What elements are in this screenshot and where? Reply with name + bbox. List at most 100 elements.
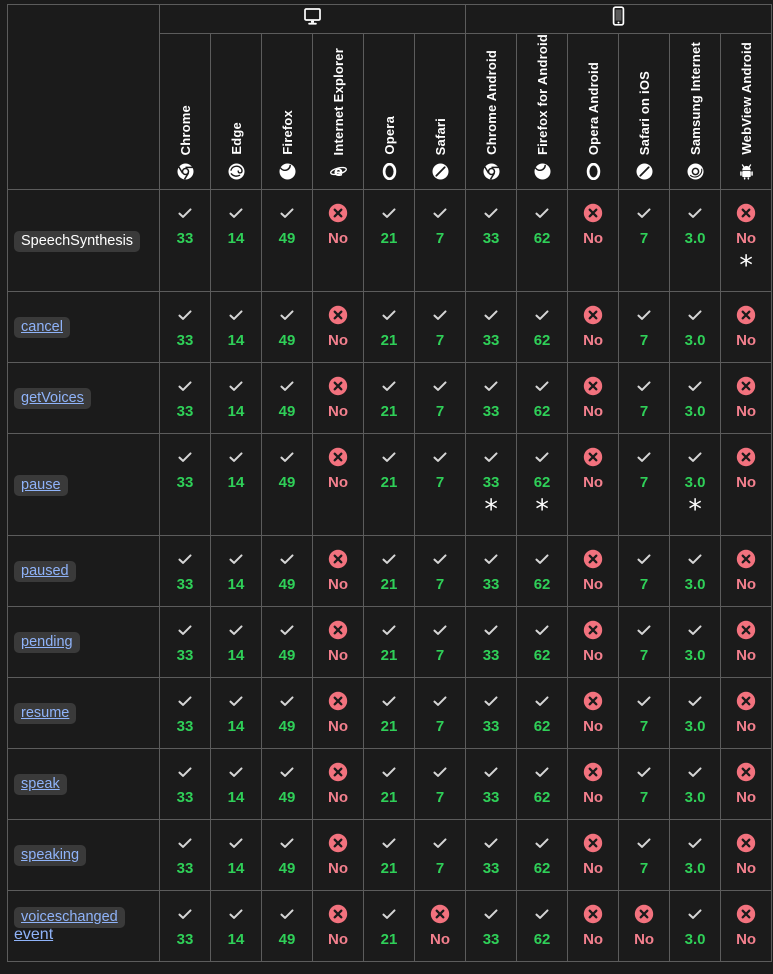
support-cell-getVoices-webview-android[interactable]: No: [720, 362, 773, 434]
support-cell-resume-internet-explorer[interactable]: No: [312, 677, 364, 749]
support-cell-speak-chrome-android[interactable]: 33: [465, 748, 518, 820]
support-cell-getVoices-opera-android[interactable]: No: [567, 362, 620, 434]
support-cell-speaking-firefox[interactable]: 49: [261, 819, 313, 891]
support-cell-speaking-internet-explorer[interactable]: No: [312, 819, 364, 891]
support-cell-pause-webview-android[interactable]: No: [720, 433, 773, 536]
support-cell-voiceschanged-chrome[interactable]: 33: [159, 890, 211, 962]
support-cell-pending-firefox-android[interactable]: 62: [516, 606, 569, 678]
support-cell-pause-opera-android[interactable]: No: [567, 433, 620, 536]
support-cell-pending-webview-android[interactable]: No: [720, 606, 773, 678]
support-cell-cancel-edge[interactable]: 14: [210, 291, 262, 363]
support-cell-pending-safari[interactable]: 7: [413, 606, 467, 678]
support-cell-cancel-internet-explorer[interactable]: No: [312, 291, 364, 363]
support-cell-paused-webview-android[interactable]: No: [720, 535, 773, 607]
support-cell-getVoices-safari[interactable]: 7: [413, 362, 467, 434]
support-cell-resume-opera[interactable]: 21: [363, 677, 415, 749]
support-cell-resume-safari[interactable]: 7: [413, 677, 467, 749]
support-cell-resume-chrome[interactable]: 33: [159, 677, 211, 749]
support-cell-pending-samsung-internet[interactable]: 3.0: [669, 606, 722, 678]
support-cell-pause-firefox[interactable]: 49: [261, 433, 313, 536]
support-cell-cancel-opera[interactable]: 21: [363, 291, 415, 363]
support-cell-pending-opera-android[interactable]: No: [567, 606, 620, 678]
support-cell-pending-safari-ios[interactable]: 7: [618, 606, 671, 678]
support-cell-paused-safari[interactable]: 7: [413, 535, 467, 607]
feature-link-speak[interactable]: speak: [14, 774, 67, 795]
support-cell-SpeechSynthesis-samsung-internet[interactable]: 3.0: [669, 189, 722, 292]
support-cell-voiceschanged-opera[interactable]: 21: [363, 890, 415, 962]
support-cell-paused-opera-android[interactable]: No: [567, 535, 620, 607]
support-cell-voiceschanged-safari[interactable]: No: [413, 890, 467, 962]
support-cell-getVoices-firefox[interactable]: 49: [261, 362, 313, 434]
support-cell-paused-firefox-android[interactable]: 62: [516, 535, 569, 607]
support-cell-speak-firefox[interactable]: 49: [261, 748, 313, 820]
feature-link-cancel[interactable]: cancel: [14, 317, 70, 338]
support-cell-paused-firefox[interactable]: 49: [261, 535, 313, 607]
feature-link-paused[interactable]: paused: [14, 561, 76, 582]
support-cell-resume-samsung-internet[interactable]: 3.0: [669, 677, 722, 749]
support-cell-pending-opera[interactable]: 21: [363, 606, 415, 678]
support-cell-paused-samsung-internet[interactable]: 3.0: [669, 535, 722, 607]
support-cell-resume-webview-android[interactable]: No: [720, 677, 773, 749]
support-cell-speak-chrome[interactable]: 33: [159, 748, 211, 820]
support-cell-voiceschanged-webview-android[interactable]: No: [720, 890, 773, 962]
support-cell-voiceschanged-edge[interactable]: 14: [210, 890, 262, 962]
feature-link-getVoices[interactable]: getVoices: [14, 388, 91, 409]
feature-link-pending[interactable]: pending: [14, 632, 80, 653]
support-cell-speak-opera-android[interactable]: No: [567, 748, 620, 820]
support-cell-paused-internet-explorer[interactable]: No: [312, 535, 364, 607]
support-cell-speaking-safari[interactable]: 7: [413, 819, 467, 891]
support-cell-speaking-safari-ios[interactable]: 7: [618, 819, 671, 891]
support-cell-getVoices-safari-ios[interactable]: 7: [618, 362, 671, 434]
support-cell-voiceschanged-opera-android[interactable]: No: [567, 890, 620, 962]
support-cell-SpeechSynthesis-opera-android[interactable]: No: [567, 189, 620, 292]
support-cell-cancel-safari-ios[interactable]: 7: [618, 291, 671, 363]
support-cell-resume-firefox[interactable]: 49: [261, 677, 313, 749]
support-cell-speaking-chrome-android[interactable]: 33: [465, 819, 518, 891]
support-cell-getVoices-internet-explorer[interactable]: No: [312, 362, 364, 434]
support-cell-getVoices-edge[interactable]: 14: [210, 362, 262, 434]
support-cell-SpeechSynthesis-webview-android[interactable]: No *: [720, 189, 773, 292]
support-cell-cancel-chrome[interactable]: 33: [159, 291, 211, 363]
support-cell-paused-safari-ios[interactable]: 7: [618, 535, 671, 607]
support-cell-speaking-firefox-android[interactable]: 62: [516, 819, 569, 891]
support-cell-speak-samsung-internet[interactable]: 3.0: [669, 748, 722, 820]
support-cell-getVoices-chrome[interactable]: 33: [159, 362, 211, 434]
feature-link-pause[interactable]: pause: [14, 474, 68, 496]
support-cell-resume-safari-ios[interactable]: 7: [618, 677, 671, 749]
support-cell-speaking-edge[interactable]: 14: [210, 819, 262, 891]
support-cell-cancel-opera-android[interactable]: No: [567, 291, 620, 363]
support-cell-SpeechSynthesis-chrome[interactable]: 33: [159, 189, 211, 292]
support-cell-paused-chrome-android[interactable]: 33: [465, 535, 518, 607]
support-cell-resume-opera-android[interactable]: No: [567, 677, 620, 749]
support-cell-speaking-webview-android[interactable]: No: [720, 819, 773, 891]
support-cell-pause-safari[interactable]: 7: [413, 433, 467, 536]
support-cell-speaking-opera-android[interactable]: No: [567, 819, 620, 891]
support-cell-SpeechSynthesis-safari-ios[interactable]: 7: [618, 189, 671, 292]
support-cell-speaking-samsung-internet[interactable]: 3.0: [669, 819, 722, 891]
support-cell-SpeechSynthesis-safari[interactable]: 7: [413, 189, 467, 292]
support-cell-paused-chrome[interactable]: 33: [159, 535, 211, 607]
support-cell-pause-safari-ios[interactable]: 7: [618, 433, 671, 536]
support-cell-resume-edge[interactable]: 14: [210, 677, 262, 749]
support-cell-speak-firefox-android[interactable]: 62: [516, 748, 569, 820]
support-cell-voiceschanged-samsung-internet[interactable]: 3.0: [669, 890, 722, 962]
support-cell-resume-firefox-android[interactable]: 62: [516, 677, 569, 749]
support-cell-pause-opera[interactable]: 21: [363, 433, 415, 536]
support-cell-pending-firefox[interactable]: 49: [261, 606, 313, 678]
support-cell-speaking-opera[interactable]: 21: [363, 819, 415, 891]
support-cell-voiceschanged-firefox-android[interactable]: 62: [516, 890, 569, 962]
support-cell-pause-chrome-android[interactable]: 33 *: [465, 433, 518, 536]
support-cell-voiceschanged-safari-ios[interactable]: No: [618, 890, 671, 962]
support-cell-getVoices-chrome-android[interactable]: 33: [465, 362, 518, 434]
support-cell-speak-edge[interactable]: 14: [210, 748, 262, 820]
support-cell-pending-edge[interactable]: 14: [210, 606, 262, 678]
support-cell-speak-internet-explorer[interactable]: No: [312, 748, 364, 820]
support-cell-cancel-firefox[interactable]: 49: [261, 291, 313, 363]
support-cell-getVoices-opera[interactable]: 21: [363, 362, 415, 434]
support-cell-resume-chrome-android[interactable]: 33: [465, 677, 518, 749]
support-cell-pause-firefox-android[interactable]: 62 *: [516, 433, 569, 536]
support-cell-cancel-firefox-android[interactable]: 62: [516, 291, 569, 363]
support-cell-pause-samsung-internet[interactable]: 3.0 *: [669, 433, 722, 536]
support-cell-cancel-samsung-internet[interactable]: 3.0: [669, 291, 722, 363]
support-cell-voiceschanged-internet-explorer[interactable]: No: [312, 890, 364, 962]
